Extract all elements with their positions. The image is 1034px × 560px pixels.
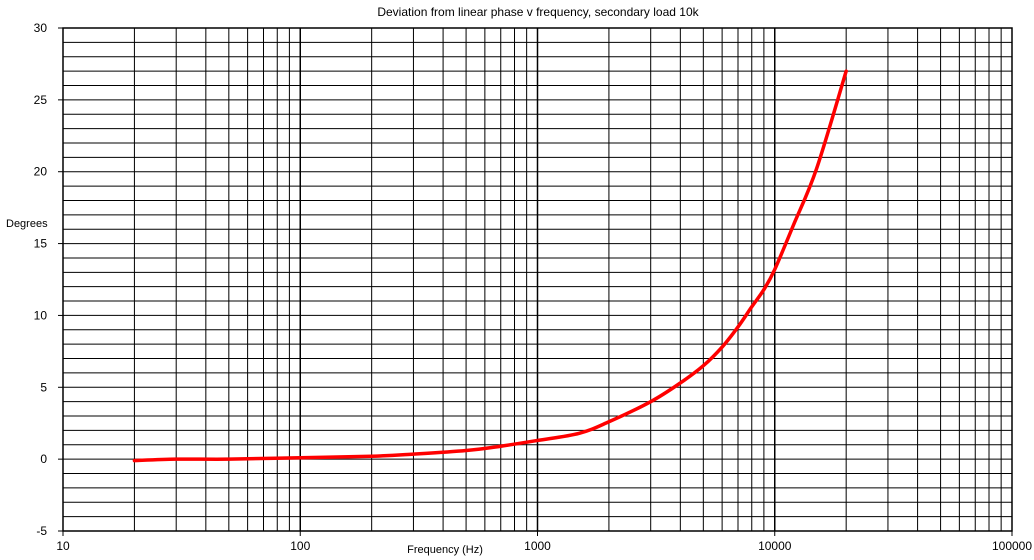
y-axis-ticks: -5 0 5 10 15 20 25 30 (34, 21, 63, 538)
x-tick-label: 1000 (524, 539, 551, 553)
y-axis-label: Degrees (6, 218, 48, 230)
x-tick-label: 100000 (992, 539, 1032, 553)
y-tick-label: 10 (34, 308, 48, 322)
chart-title: Deviation from linear phase v frequency,… (377, 5, 699, 19)
y-tick-label: 20 (34, 165, 48, 179)
series-layer (132, 69, 848, 463)
y-tick-label: 30 (34, 21, 48, 35)
y-tick-label: -5 (36, 524, 47, 538)
y-tick-label: 0 (40, 452, 47, 466)
x-tick-label: 10000 (758, 539, 792, 553)
x-axis-label: Frequency (Hz) (407, 544, 483, 556)
x-axis-ticks: 10 100 1000 10000 100000 (56, 531, 1032, 553)
x-tick-label: 100 (290, 539, 310, 553)
x-tick-label: 10 (56, 539, 70, 553)
series-line (132, 69, 848, 463)
y-tick-label: 25 (34, 93, 48, 107)
y-tick-label: 15 (34, 237, 48, 251)
y-tick-label: 5 (40, 380, 47, 394)
grid (63, 28, 1012, 531)
